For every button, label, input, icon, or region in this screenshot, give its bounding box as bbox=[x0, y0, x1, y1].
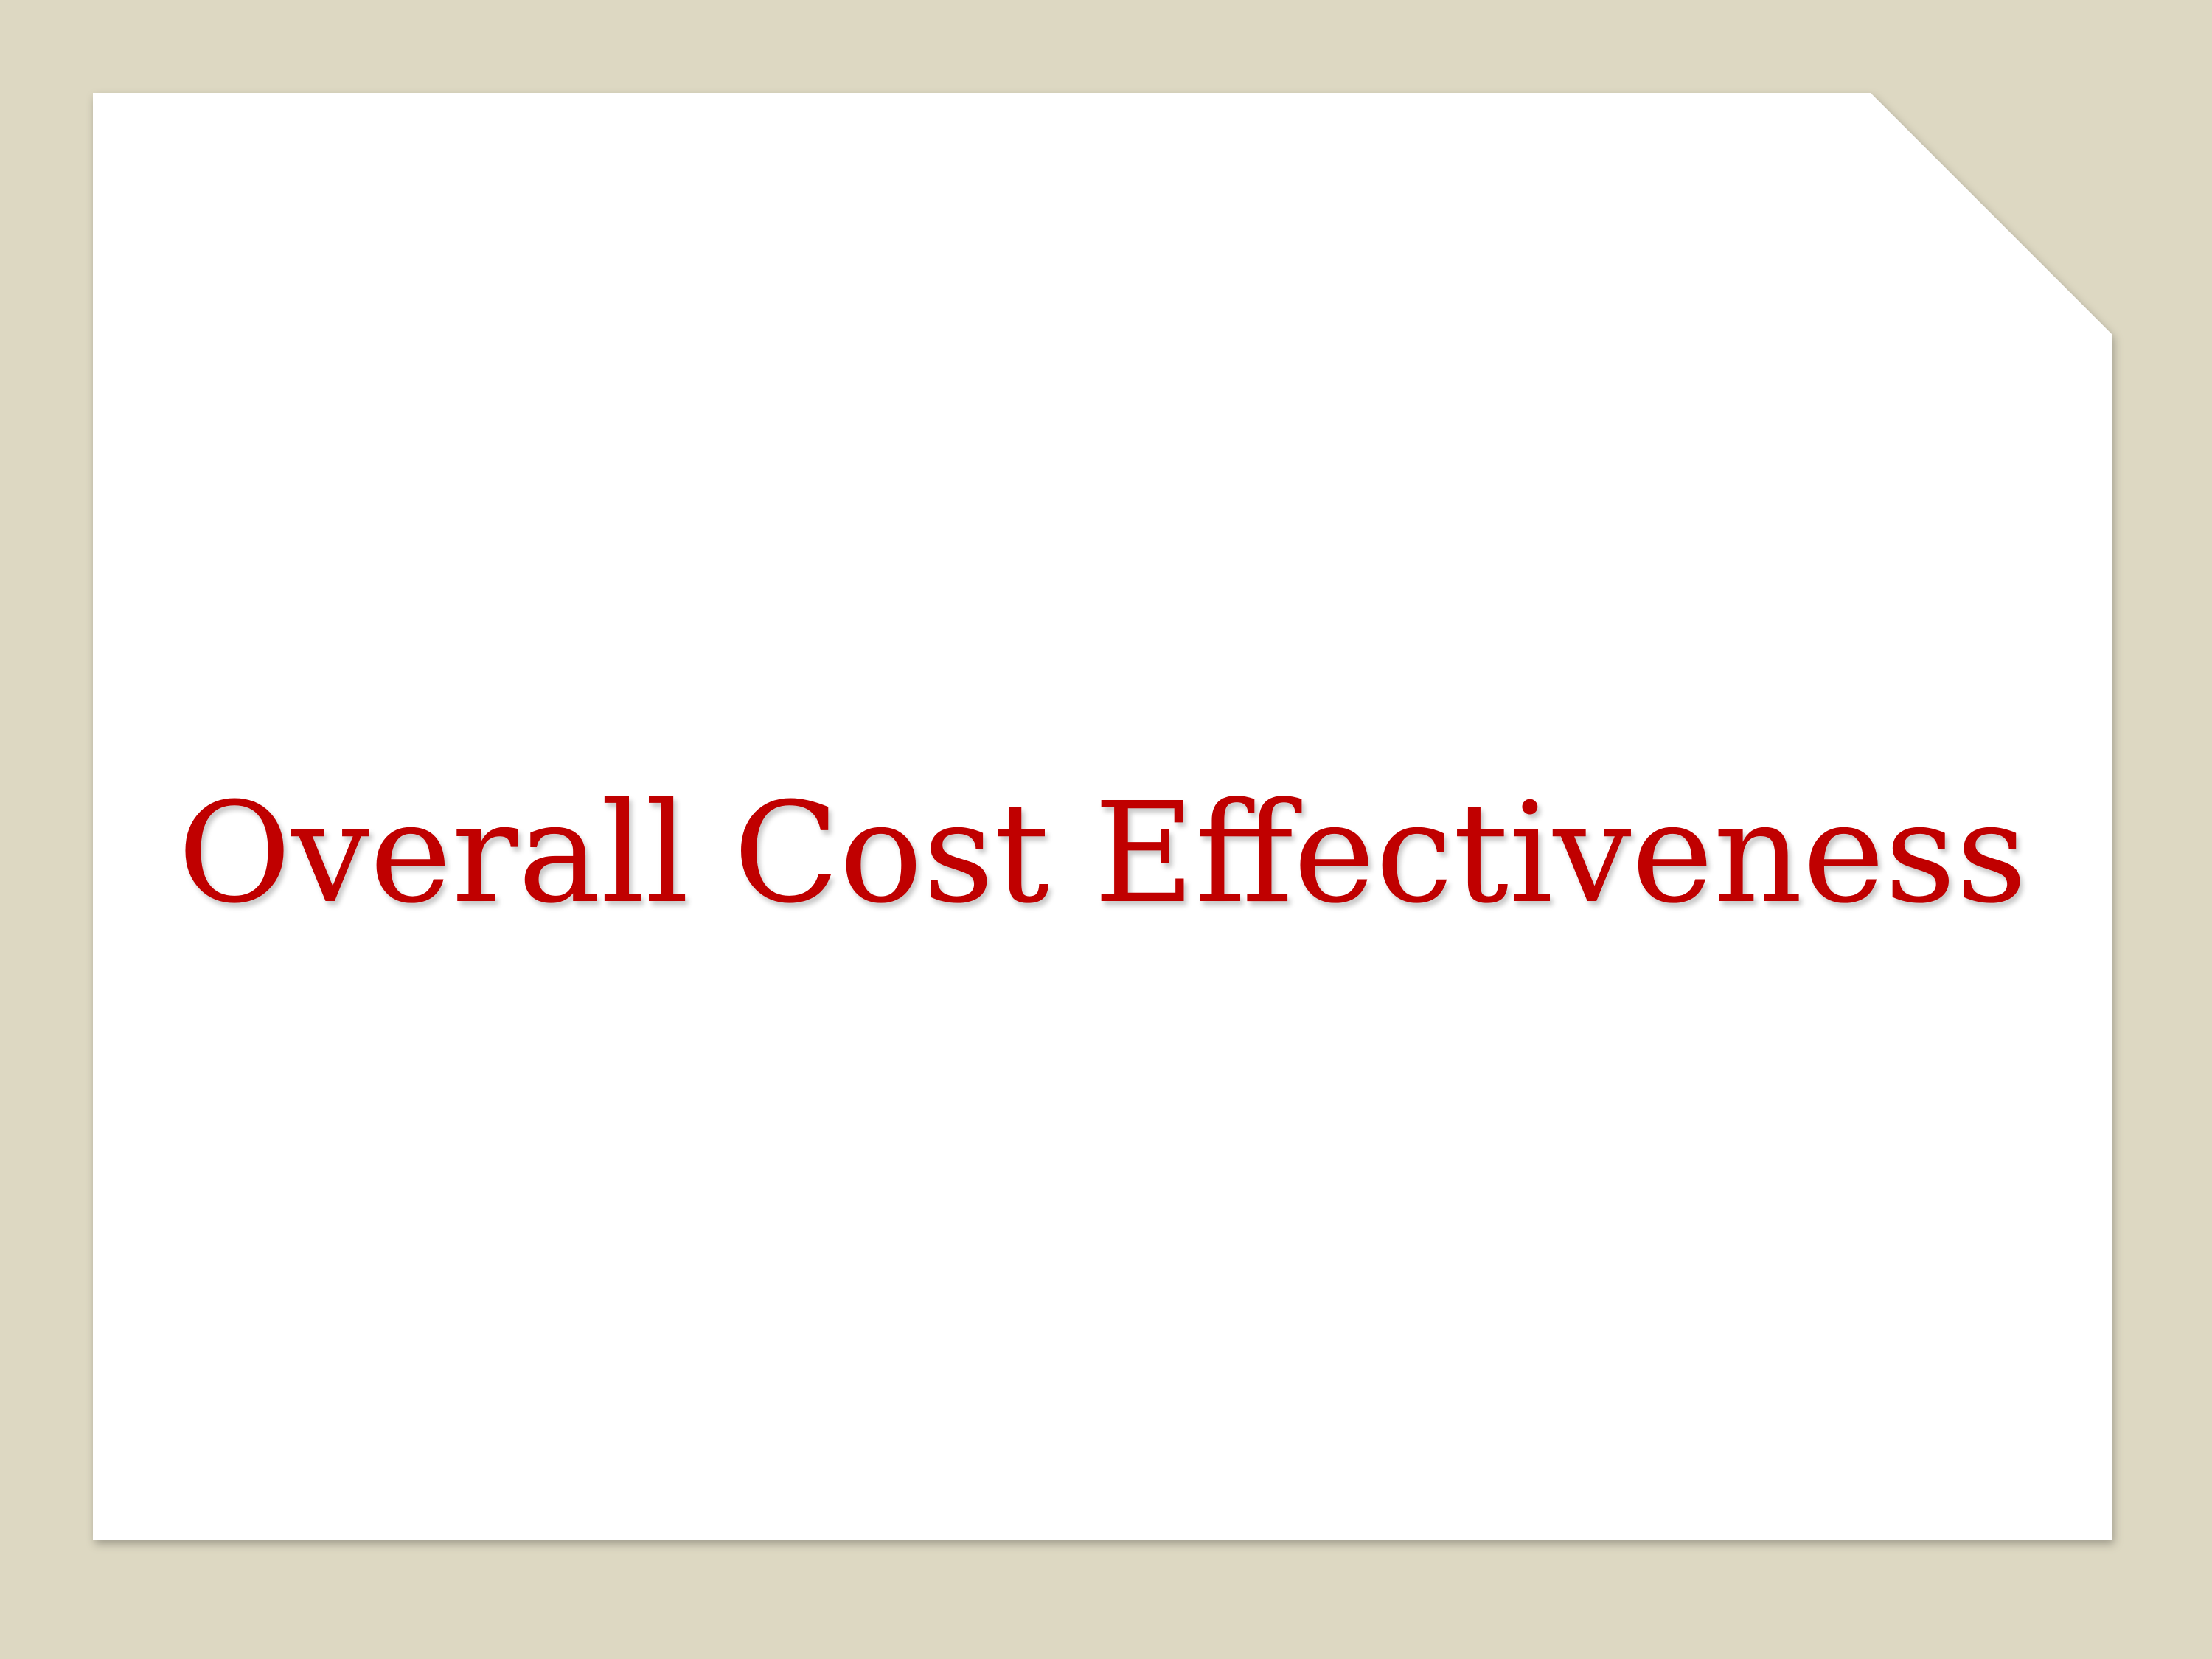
slide-card: Overall Cost Effectiveness bbox=[93, 93, 2112, 1540]
slide-title: Overall Cost Effectiveness bbox=[177, 773, 2028, 934]
slide-card-wrapper: Overall Cost Effectiveness bbox=[93, 93, 2112, 1540]
